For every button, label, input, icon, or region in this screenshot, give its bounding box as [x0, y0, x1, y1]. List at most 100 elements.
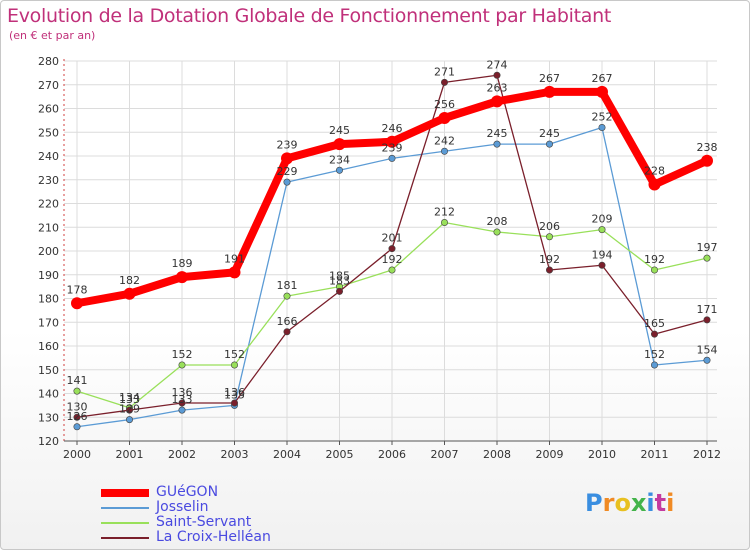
data-label: 192 — [644, 253, 665, 266]
data-label: 271 — [434, 65, 455, 78]
data-label: 263 — [487, 81, 508, 94]
x-tick-label: 2003 — [221, 448, 249, 461]
y-tick-label: 280 — [38, 55, 59, 68]
x-tick-label: 2001 — [116, 448, 144, 461]
data-label: 126 — [67, 410, 88, 423]
data-point — [71, 297, 83, 310]
data-point — [440, 219, 448, 227]
data-point — [545, 140, 553, 148]
data-label: 212 — [434, 206, 455, 219]
x-tick-label: 2008 — [483, 448, 511, 461]
legend-item-josselin: Josselin — [101, 499, 361, 515]
logo-letter: r — [602, 489, 615, 517]
data-label: 267 — [539, 72, 560, 85]
y-tick-label: 140 — [38, 388, 59, 401]
y-tick-label: 240 — [38, 150, 59, 163]
data-label: 171 — [697, 303, 718, 316]
data-label: 154 — [697, 343, 718, 356]
data-point — [440, 78, 448, 86]
grid-layer — [64, 60, 717, 442]
data-point — [176, 271, 188, 284]
data-point — [650, 330, 658, 338]
legend-swatch-la-croix-hellean — [101, 537, 149, 539]
logo-letter: i — [666, 489, 675, 517]
data-label: 206 — [539, 220, 560, 233]
legend-label-la-croix-hellean: La Croix-Helléan — [156, 529, 271, 545]
x-tick-label: 2011 — [641, 448, 669, 461]
legend: GUéGON Josselin Saint-Servant La Croix-H… — [101, 484, 361, 545]
x-tick-label: 2000 — [63, 448, 91, 461]
y-tick-label: 260 — [38, 103, 59, 116]
data-label-layer: 178 182 189 191 239 245 246 256 263 267 267 228 238 1… — [67, 58, 718, 423]
data-label: 166 — [277, 315, 298, 328]
data-label: 165 — [644, 317, 665, 330]
data-point — [388, 245, 396, 253]
data-point — [231, 361, 239, 369]
series-1 — [73, 124, 711, 431]
data-point — [231, 399, 239, 407]
data-label: 209 — [592, 213, 613, 226]
y-tick-label: 220 — [38, 198, 59, 211]
legend-item-saint-servant: Saint-Servant — [101, 514, 361, 530]
legend-label-gueguon: GUéGON — [156, 484, 219, 500]
legend-item-gueguon: GUéGON — [101, 484, 361, 500]
data-point — [493, 140, 501, 148]
data-label: 256 — [434, 98, 455, 111]
x-tick-label: 2005 — [326, 448, 354, 461]
data-label: 192 — [382, 253, 403, 266]
data-label: 141 — [67, 374, 88, 387]
data-point — [126, 416, 134, 424]
data-point — [386, 135, 398, 148]
data-label: 133 — [172, 393, 193, 406]
chart-subtitle: (en € et par an) — [9, 29, 96, 42]
series-3 — [73, 71, 711, 421]
data-label: 152 — [644, 348, 665, 361]
data-point — [178, 406, 186, 414]
data-point — [491, 95, 503, 108]
data-point — [178, 361, 186, 369]
data-point — [493, 71, 501, 79]
data-label: 178 — [67, 283, 88, 296]
data-point — [126, 406, 134, 414]
x-tick-label: 2009 — [536, 448, 564, 461]
data-point — [283, 328, 291, 336]
data-point — [438, 112, 451, 124]
y-tick-label: 200 — [38, 245, 59, 258]
legend-swatch-josselin — [101, 507, 149, 509]
data-label: 185 — [329, 270, 350, 283]
legend-item-la-croix-hellean: La Croix-Helléan — [101, 529, 361, 545]
data-label: 192 — [539, 253, 560, 266]
data-label: 182 — [119, 274, 140, 287]
data-point — [703, 356, 711, 364]
data-label: 274 — [487, 58, 508, 71]
data-label: 152 — [172, 348, 193, 361]
data-point — [598, 124, 606, 132]
data-point — [703, 254, 711, 262]
data-label: 245 — [329, 124, 350, 137]
data-point — [73, 387, 81, 395]
legend-swatch-gueguon — [101, 489, 149, 497]
y-tick-label: 130 — [38, 411, 59, 424]
data-label: 194 — [592, 248, 613, 261]
data-point — [598, 261, 606, 269]
data-label: 245 — [539, 127, 560, 140]
data-point — [335, 166, 343, 174]
data-point — [73, 413, 81, 421]
data-label: 189 — [172, 257, 193, 270]
logo-letter: P — [585, 489, 603, 517]
data-point — [596, 85, 608, 98]
logo-letter: o — [614, 489, 631, 517]
data-label: 183 — [329, 274, 350, 287]
logo-letter: t — [654, 489, 667, 517]
data-point — [73, 423, 81, 431]
legend-label-josselin: Josselin — [156, 499, 209, 515]
data-point — [228, 266, 241, 279]
data-label: 245 — [487, 127, 508, 140]
data-point — [281, 152, 293, 165]
data-point — [493, 228, 501, 236]
data-label: 130 — [67, 400, 88, 413]
y-tick-label: 150 — [38, 364, 59, 377]
data-point — [335, 287, 343, 295]
data-label: 208 — [487, 215, 508, 228]
